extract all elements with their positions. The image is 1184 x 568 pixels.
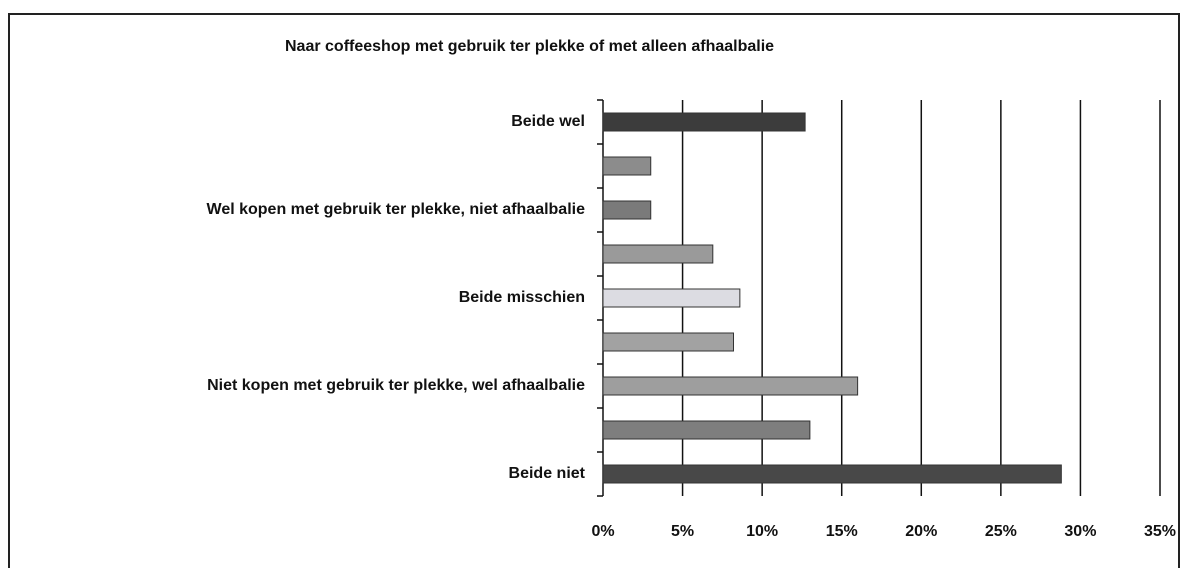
bar [602, 376, 859, 396]
y-tick-label: Niet kopen met gebruik ter plekke, wel a… [207, 377, 585, 394]
bar [602, 332, 734, 352]
bar [602, 420, 811, 440]
bar [602, 112, 806, 132]
x-tick-label: 30% [1064, 523, 1096, 540]
bar [602, 244, 714, 264]
x-tick-label: 25% [985, 523, 1017, 540]
x-tick-label: 0% [591, 523, 614, 540]
chart-title: Naar coffeeshop met gebruik ter plekke o… [285, 38, 774, 55]
y-tick-label: Beide misschien [459, 289, 585, 306]
x-tick-label: 15% [826, 523, 858, 540]
y-tick-label: Beide niet [509, 465, 586, 482]
y-tick-label: Wel kopen met gebruik ter plekke, niet a… [207, 201, 586, 218]
bar [602, 156, 652, 176]
bar [602, 464, 1062, 484]
x-tick-label: 35% [1144, 523, 1176, 540]
x-tick-label: 20% [905, 523, 937, 540]
bar [602, 200, 652, 220]
bar [602, 288, 741, 308]
chart-frame [8, 13, 1180, 568]
y-tick-label: Beide wel [511, 113, 585, 130]
x-tick-label: 10% [746, 523, 778, 540]
x-tick-label: 5% [671, 523, 694, 540]
